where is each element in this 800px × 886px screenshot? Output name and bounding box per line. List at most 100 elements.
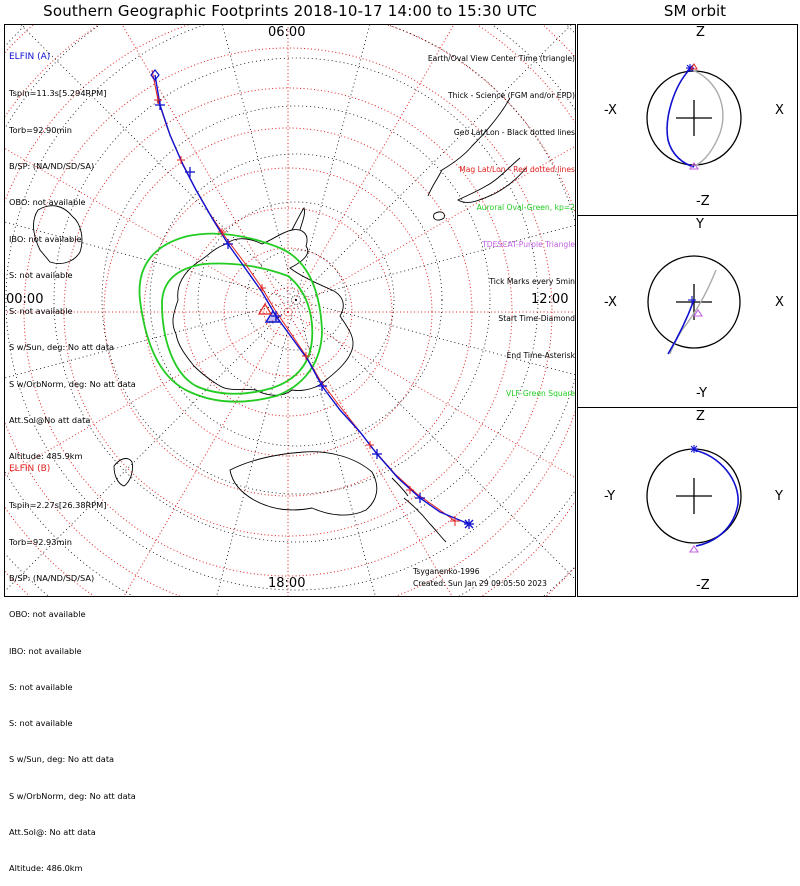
elfin-a-center-triangle xyxy=(264,309,282,323)
panel3-axis-right: Y xyxy=(775,489,783,504)
mag-lon-line xyxy=(287,145,575,313)
elfin-a-line: S w/Sun, deg: No att data xyxy=(9,342,115,353)
coastlines xyxy=(33,97,527,543)
elfin-b-line: Att.Sol@: No att data xyxy=(9,827,96,837)
sm-orbit-axis-labels: Z -Z -X X Y -Y -X X Z -Z -Y Y xyxy=(604,25,784,593)
elfin-a-start-diamond xyxy=(150,69,160,81)
elfin-b-line: S: not available xyxy=(9,681,73,692)
geo-lat-circle xyxy=(197,201,395,399)
panel3-axis-top: Z xyxy=(696,409,705,424)
mag-lon-line xyxy=(287,311,453,596)
geo-lat-circle xyxy=(149,153,443,447)
panel1-axis-top: Z xyxy=(696,25,705,40)
elfin-a-line: S w/OrbNorm, deg: No att data xyxy=(9,378,136,389)
legend-item: VLF-Green Square xyxy=(506,388,575,398)
coast-south-america xyxy=(457,157,527,203)
geo-lat-circle xyxy=(53,57,539,543)
mag-lat-circle xyxy=(263,287,313,337)
elfin-b-line: S w/Sun, deg: No att data xyxy=(9,754,115,765)
geo-lon-line xyxy=(221,25,297,301)
elfin-b-line: S: not available xyxy=(9,718,73,729)
mag-lon-lines xyxy=(5,25,575,596)
mag-lon-line xyxy=(5,148,289,313)
elfin-b-end-asterisk xyxy=(450,516,460,526)
panel1-axis-bottom: -Z xyxy=(696,194,710,209)
elfin-a-line: IBO: not available xyxy=(9,233,82,244)
panel2-axis-bottom: -Y xyxy=(696,386,708,401)
elfin-a-line: S: not available xyxy=(9,269,73,280)
model-credit: Tsyganenko-1996 xyxy=(413,567,480,576)
coast-new-zealand-north xyxy=(391,477,409,497)
mag-lon-line xyxy=(5,311,289,476)
panel1-axis-right: X xyxy=(775,103,784,118)
geo-lon-line xyxy=(20,25,297,301)
elfin-b-header: ELFIN (B) xyxy=(9,464,51,475)
coast-africa xyxy=(33,205,83,264)
geo-lat-circles xyxy=(5,25,575,596)
elfin-a-line: Tspin=11.3s[5.294RPM] xyxy=(9,88,107,99)
legend-item: Earth/Oval View Center Time (triangle) xyxy=(427,53,575,63)
elfin-b-center-triangle xyxy=(257,302,273,315)
elfin-b-line: IBO: not available xyxy=(9,645,82,656)
mag-lon-line xyxy=(287,25,455,313)
coast-south-america-upper xyxy=(427,97,511,197)
mag-lon-line xyxy=(121,25,289,313)
mlt-label-left: 00:00 xyxy=(6,292,44,307)
elfin-a-line: S: not available xyxy=(9,306,73,317)
legend-item: Geo Lat/Lon - Black dotted lines xyxy=(453,128,575,138)
coast-australia xyxy=(229,451,378,516)
geo-lon-line xyxy=(295,299,575,376)
auroral-oval-outer xyxy=(138,232,323,403)
geo-lon-line xyxy=(295,299,575,580)
geo-lat-circle xyxy=(101,105,491,495)
panel2-axis-right: X xyxy=(775,295,784,310)
sm-orbit-panel-yz-frame xyxy=(577,407,798,597)
auroral-oval-inner xyxy=(161,262,314,395)
legend-item: Mag Lat/Lon - Red dotted lines xyxy=(459,165,575,175)
panel3-axis-left: -Y xyxy=(604,489,616,504)
legend-item: Start Time-Diamond xyxy=(498,314,575,324)
elfin-a-track xyxy=(154,74,470,525)
mlt-label-top: 06:00 xyxy=(268,25,306,40)
sm-orbit-title: SM orbit xyxy=(663,2,727,20)
elfin-a-line: Torb=92.90min xyxy=(9,124,72,135)
geo-lon-line xyxy=(5,299,297,592)
map-title: Southern Geographic Footprints 2018-10-1… xyxy=(43,2,537,20)
mag-lat-circle xyxy=(183,207,393,417)
elfin-a-line: Altitude: 485.9km xyxy=(9,451,83,462)
geo-lat-circle xyxy=(245,249,347,351)
elfin-a-line: Att.Sol@No att data xyxy=(9,415,91,425)
map-grid xyxy=(5,25,575,596)
elfin-a-end-asterisk xyxy=(464,519,474,529)
elfin-b-tick-marks xyxy=(154,96,414,494)
elfin-b-line: OBO: not available xyxy=(9,609,86,620)
geo-lon-line xyxy=(295,299,376,596)
panel3-axis-bottom: -Z xyxy=(696,578,710,593)
panel2-axis-top: Y xyxy=(696,217,704,232)
coast-madagascar xyxy=(113,458,133,487)
mag-lat-circle xyxy=(103,127,473,497)
footprint-map xyxy=(5,25,575,596)
legend-item: Auroral Oval-Green, kp=2 xyxy=(476,202,575,212)
elfin-a-line: B/SP: (NA/ND/SD/SA) xyxy=(9,161,95,172)
geo-lon-line xyxy=(216,299,297,596)
mlt-label-right: 12:00 xyxy=(531,292,569,307)
coast-falklands xyxy=(433,211,445,221)
coast-antarctica xyxy=(172,229,354,396)
mag-lon-line xyxy=(123,311,289,596)
elfin-a-info: ELFIN (A) Tspin=11.3s[5.294RPM] Torb=92.… xyxy=(9,27,136,474)
legend-item: End Time-Asterisk xyxy=(506,351,575,361)
mag-lat-circle xyxy=(23,47,553,577)
legend-item: Tick Marks every 5min xyxy=(489,277,575,287)
mlt-label-bottom: 18:00 xyxy=(268,576,306,591)
map-legend: Earth/Oval View Center Time (triangle) T… xyxy=(428,28,575,412)
coast-new-zealand xyxy=(403,497,447,543)
elfin-b-line: B/SP: (NA/ND/SD/SA) xyxy=(9,573,95,584)
legend-item: Thick - Science (FGM and/or EPD) xyxy=(448,91,575,101)
auroral-oval xyxy=(138,232,323,403)
geo-lon-line xyxy=(295,25,572,301)
panel1-axis-left: -X xyxy=(604,103,617,118)
elfin-b-line: Altitude: 486.0km xyxy=(9,863,83,874)
elfin-a-line: OBO: not available xyxy=(9,197,86,208)
panel2-axis-left: -X xyxy=(604,295,617,310)
